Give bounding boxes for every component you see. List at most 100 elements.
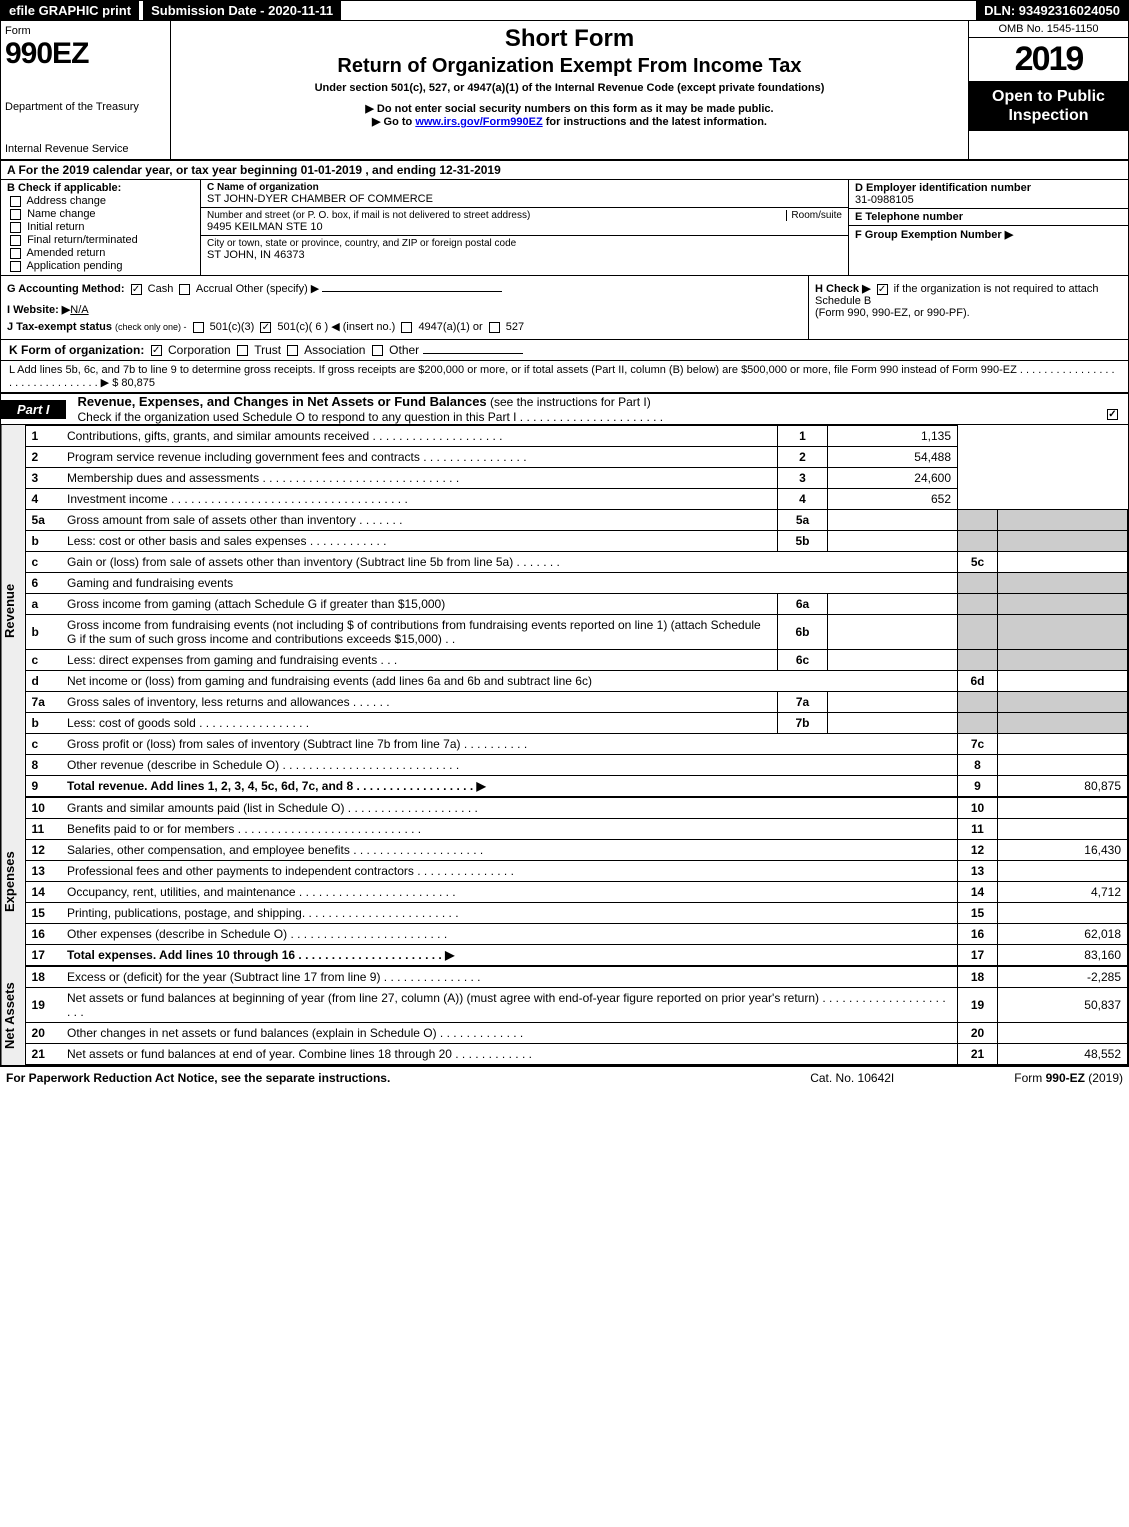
chk-h[interactable] bbox=[877, 284, 888, 295]
line-13: 13Professional fees and other payments t… bbox=[25, 861, 1127, 882]
sidelabel-net-assets: Net Assets bbox=[1, 966, 25, 1065]
chk-association[interactable] bbox=[287, 345, 298, 356]
chk-527[interactable] bbox=[489, 322, 500, 333]
column-c: C Name of organization ST JOHN-DYER CHAM… bbox=[201, 180, 848, 275]
part-1-bar: Part I Revenue, Expenses, and Changes in… bbox=[1, 393, 1128, 425]
line-21: 21Net assets or fund balances at end of … bbox=[25, 1044, 1127, 1065]
chk-501c[interactable] bbox=[260, 322, 271, 333]
line-5b: bLess: cost or other basis and sales exp… bbox=[25, 531, 1127, 552]
section-g-h: G Accounting Method: Cash Accrual Other … bbox=[1, 276, 1128, 340]
irs-link[interactable]: www.irs.gov/Form990EZ bbox=[415, 116, 542, 128]
line-4: 4Investment income . . . . . . . . . . .… bbox=[25, 489, 1127, 510]
chk-application-pending[interactable]: Application pending bbox=[7, 260, 194, 272]
expenses-section: Expenses 10Grants and similar amounts pa… bbox=[1, 797, 1128, 966]
h-check: H Check ▶ if the organization is not req… bbox=[815, 282, 1122, 319]
column-b: B Check if applicable: Address change Na… bbox=[1, 180, 201, 275]
line-8: 8Other revenue (describe in Schedule O) … bbox=[25, 755, 1127, 776]
line-15: 15Printing, publications, postage, and s… bbox=[25, 903, 1127, 924]
line-7c: cGross profit or (loss) from sales of in… bbox=[25, 734, 1127, 755]
line-20: 20Other changes in net assets or fund ba… bbox=[25, 1023, 1127, 1044]
line-6a: aGross income from gaming (attach Schedu… bbox=[25, 594, 1127, 615]
omb-number: OMB No. 1545-1150 bbox=[969, 21, 1128, 38]
d-label: D Employer identification number bbox=[855, 182, 1122, 194]
i-website: I Website: ▶N/A bbox=[7, 303, 802, 316]
tax-year: 2019 bbox=[969, 38, 1128, 81]
line-6: 6Gaming and fundraising events bbox=[25, 573, 1127, 594]
part-1-title: Revenue, Expenses, and Changes in Net As… bbox=[70, 394, 1128, 424]
header-mid: Short Form Return of Organization Exempt… bbox=[171, 21, 968, 159]
section-a: A For the 2019 calendar year, or tax yea… bbox=[1, 161, 1128, 180]
line-9: 9Total revenue. Add lines 1, 2, 3, 4, 5c… bbox=[25, 776, 1127, 797]
title-ssn-warning: ▶ Do not enter social security numbers o… bbox=[179, 102, 960, 115]
chk-schedule-o[interactable] bbox=[1107, 409, 1118, 420]
line-3: 3Membership dues and assessments . . . .… bbox=[25, 468, 1127, 489]
line-5a: 5aGross amount from sale of assets other… bbox=[25, 510, 1127, 531]
section-b-through-f: B Check if applicable: Address change Na… bbox=[1, 180, 1128, 276]
chk-final-return[interactable]: Final return/terminated bbox=[7, 234, 194, 246]
expenses-table: 10Grants and similar amounts paid (list … bbox=[25, 797, 1128, 966]
sidelabel-revenue: Revenue bbox=[1, 425, 25, 797]
room-suite-label: Room/suite bbox=[786, 210, 842, 221]
f-label: F Group Exemption Number ▶ bbox=[855, 228, 1122, 241]
line-11: 11Benefits paid to or for members . . . … bbox=[25, 819, 1127, 840]
b-label: B Check if applicable: bbox=[7, 182, 194, 194]
chk-accrual[interactable] bbox=[179, 284, 190, 295]
open-public-inspection: Open to Public Inspection bbox=[969, 81, 1128, 131]
sidelabel-expenses: Expenses bbox=[1, 797, 25, 966]
line-18: 18Excess or (deficit) for the year (Subt… bbox=[25, 967, 1127, 988]
line-10: 10Grants and similar amounts paid (list … bbox=[25, 798, 1127, 819]
form-990ez: efile GRAPHIC print Submission Date - 20… bbox=[0, 0, 1129, 1066]
form-word: Form bbox=[5, 25, 166, 37]
chk-initial-return[interactable]: Initial return bbox=[7, 221, 194, 233]
chk-corporation[interactable] bbox=[151, 345, 162, 356]
revenue-table: 1Contributions, gifts, grants, and simil… bbox=[25, 425, 1128, 797]
line-7b: bLess: cost of goods sold . . . . . . . … bbox=[25, 713, 1127, 734]
irs-label: Internal Revenue Service bbox=[5, 143, 166, 155]
line-16: 16Other expenses (describe in Schedule O… bbox=[25, 924, 1127, 945]
chk-4947[interactable] bbox=[401, 322, 412, 333]
line-19: 19Net assets or fund balances at beginni… bbox=[25, 988, 1127, 1023]
chk-cash[interactable] bbox=[131, 284, 142, 295]
header-left: Form 990EZ Department of the Treasury In… bbox=[1, 21, 171, 159]
net-assets-section: Net Assets 18Excess or (deficit) for the… bbox=[1, 966, 1128, 1065]
title-return: Return of Organization Exempt From Incom… bbox=[179, 55, 960, 78]
line-12: 12Salaries, other compensation, and empl… bbox=[25, 840, 1127, 861]
k-form-org: K Form of organization: Corporation Trus… bbox=[1, 340, 1128, 361]
g-accounting: G Accounting Method: Cash Accrual Other … bbox=[7, 282, 802, 295]
l-gross-receipts: L Add lines 5b, 6c, and 7b to line 9 to … bbox=[1, 361, 1128, 393]
line-6b: bGross income from fundraising events (n… bbox=[25, 615, 1127, 650]
net-assets-table: 18Excess or (deficit) for the year (Subt… bbox=[25, 966, 1128, 1065]
line-6d: dNet income or (loss) from gaming and fu… bbox=[25, 671, 1127, 692]
city-state-zip: ST JOHN, IN 46373 bbox=[207, 249, 842, 261]
chk-address-change[interactable]: Address change bbox=[7, 195, 194, 207]
line-17: 17Total expenses. Add lines 10 through 1… bbox=[25, 945, 1127, 966]
footer-form-ref: Form 990-EZ (2019) bbox=[1014, 1071, 1123, 1085]
chk-trust[interactable] bbox=[237, 345, 248, 356]
submission-date: Submission Date - 2020-11-11 bbox=[143, 1, 341, 20]
chk-amended-return[interactable]: Amended return bbox=[7, 247, 194, 259]
line-7a: 7aGross sales of inventory, less returns… bbox=[25, 692, 1127, 713]
j-tax-exempt: J Tax-exempt status (check only one) - 5… bbox=[7, 320, 802, 333]
chk-501c3[interactable] bbox=[193, 322, 204, 333]
footer: For Paperwork Reduction Act Notice, see … bbox=[0, 1066, 1129, 1089]
efile-print-button[interactable]: efile GRAPHIC print bbox=[1, 1, 139, 20]
footer-cat-no: Cat. No. 10642I bbox=[810, 1071, 894, 1085]
street-address: 9495 KEILMAN STE 10 bbox=[207, 221, 842, 233]
revenue-section: Revenue 1Contributions, gifts, grants, a… bbox=[1, 425, 1128, 797]
form-number: 990EZ bbox=[5, 37, 166, 71]
org-name: ST JOHN-DYER CHAMBER OF COMMERCE bbox=[207, 193, 842, 205]
footer-left: For Paperwork Reduction Act Notice, see … bbox=[6, 1071, 390, 1085]
title-short-form: Short Form bbox=[179, 25, 960, 53]
c-label: C Name of organization bbox=[207, 182, 842, 193]
chk-name-change[interactable]: Name change bbox=[7, 208, 194, 220]
city-label: City or town, state or province, country… bbox=[207, 238, 842, 249]
column-d-e-f: D Employer identification number 31-0988… bbox=[848, 180, 1128, 275]
street-label: Number and street (or P. O. box, if mail… bbox=[207, 210, 530, 221]
title-under-section: Under section 501(c), 527, or 4947(a)(1)… bbox=[179, 82, 960, 94]
line-2: 2Program service revenue including gover… bbox=[25, 447, 1127, 468]
e-label: E Telephone number bbox=[855, 211, 1122, 223]
title-goto: ▶ Go to www.irs.gov/Form990EZ for instru… bbox=[179, 115, 960, 128]
chk-other[interactable] bbox=[372, 345, 383, 356]
topbar: efile GRAPHIC print Submission Date - 20… bbox=[1, 1, 1128, 21]
dln-label: DLN: 93492316024050 bbox=[976, 1, 1128, 20]
